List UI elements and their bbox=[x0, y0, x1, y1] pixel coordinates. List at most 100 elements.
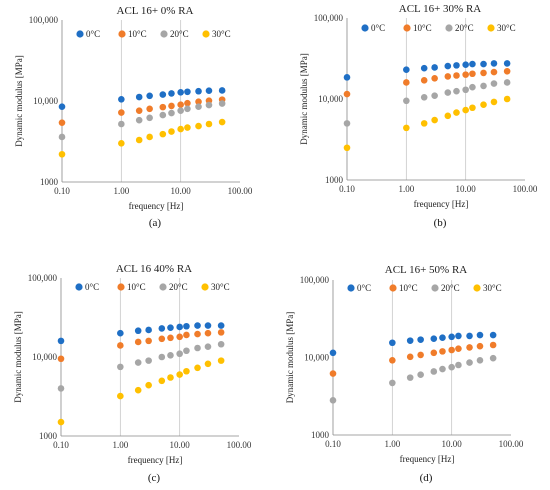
legend-label: 0°C bbox=[85, 282, 99, 292]
data-point bbox=[184, 124, 191, 131]
data-point bbox=[420, 64, 428, 72]
data-point bbox=[204, 343, 212, 351]
panel-label: (a) bbox=[149, 217, 162, 229]
legend-marker bbox=[403, 24, 411, 32]
legend-label: 20°C bbox=[455, 23, 474, 33]
legend-label: 30°C bbox=[211, 282, 230, 292]
legend-marker bbox=[389, 284, 397, 292]
legend-label: 0°C bbox=[371, 23, 385, 33]
data-point bbox=[117, 363, 124, 371]
chart-title: ACL 16 40% RA bbox=[116, 263, 192, 275]
data-point bbox=[205, 120, 213, 128]
data-point bbox=[204, 329, 212, 337]
data-point bbox=[168, 90, 175, 97]
data-point bbox=[195, 122, 202, 130]
data-point bbox=[158, 325, 166, 332]
data-point bbox=[406, 353, 414, 361]
data-point bbox=[406, 337, 414, 344]
x-tick-label: 10.00 bbox=[171, 186, 192, 196]
data-point bbox=[466, 359, 473, 366]
data-point bbox=[448, 346, 455, 354]
legend-marker bbox=[487, 24, 495, 32]
x-tick-label: 100.00 bbox=[499, 439, 524, 449]
data-point bbox=[183, 322, 190, 330]
data-point bbox=[431, 92, 438, 99]
data-point bbox=[480, 82, 487, 90]
data-point bbox=[462, 106, 469, 114]
data-point bbox=[118, 140, 125, 147]
x-tick-label: 100.00 bbox=[227, 440, 252, 450]
data-point bbox=[57, 355, 65, 363]
data-point bbox=[176, 333, 183, 341]
data-point bbox=[417, 336, 424, 343]
data-point bbox=[184, 88, 191, 96]
data-point bbox=[476, 331, 484, 339]
legend-label: 10°C bbox=[128, 29, 147, 39]
x-tick-label: 10.00 bbox=[456, 184, 477, 194]
data-point bbox=[469, 104, 476, 112]
y-tick-label: 10,000 bbox=[32, 352, 57, 362]
data-point bbox=[158, 353, 166, 361]
data-point bbox=[420, 77, 428, 84]
data-point bbox=[217, 357, 225, 364]
data-point bbox=[57, 337, 65, 345]
data-point bbox=[420, 120, 428, 127]
x-tick-label: 0.10 bbox=[53, 440, 69, 450]
legend-marker bbox=[118, 30, 126, 38]
data-point bbox=[146, 105, 153, 113]
data-point bbox=[177, 107, 184, 114]
data-point bbox=[194, 364, 201, 372]
y-axis-label: Dynamic modulus [MPa] bbox=[299, 53, 309, 145]
data-point bbox=[490, 80, 498, 87]
data-point bbox=[343, 74, 351, 81]
data-point bbox=[146, 92, 153, 100]
x-tick-label: 0.10 bbox=[325, 439, 341, 449]
data-point bbox=[195, 98, 202, 106]
data-point bbox=[158, 335, 166, 343]
data-point bbox=[462, 71, 469, 78]
data-point bbox=[444, 112, 452, 120]
y-tick-label: 100,000 bbox=[28, 273, 58, 283]
data-point bbox=[134, 327, 142, 335]
data-point bbox=[217, 322, 225, 329]
data-point bbox=[117, 329, 124, 337]
data-point bbox=[134, 338, 142, 346]
legend-label: 30°C bbox=[497, 23, 516, 33]
legend-marker bbox=[445, 24, 453, 32]
data-point bbox=[145, 326, 152, 334]
data-point bbox=[167, 374, 174, 381]
data-point bbox=[117, 392, 124, 400]
legend-label: 0°C bbox=[357, 283, 371, 293]
data-point bbox=[58, 150, 66, 158]
legend-marker bbox=[76, 30, 84, 38]
data-point bbox=[135, 116, 143, 124]
data-point bbox=[439, 365, 446, 373]
data-point bbox=[455, 345, 462, 352]
data-point bbox=[217, 340, 225, 348]
data-point bbox=[389, 339, 396, 347]
data-point bbox=[329, 397, 337, 404]
data-point bbox=[431, 64, 438, 71]
data-point bbox=[448, 333, 455, 341]
data-point bbox=[159, 103, 167, 111]
data-point bbox=[205, 87, 213, 95]
data-point bbox=[134, 386, 142, 394]
data-point bbox=[118, 109, 125, 116]
y-tick-label: 100,000 bbox=[29, 15, 59, 25]
data-point bbox=[195, 87, 202, 95]
data-point bbox=[453, 72, 460, 79]
data-point bbox=[503, 95, 511, 103]
legend-marker bbox=[431, 284, 439, 292]
data-point bbox=[177, 101, 184, 109]
legend-label: 20°C bbox=[170, 29, 189, 39]
data-point bbox=[489, 341, 497, 349]
data-point bbox=[159, 91, 167, 98]
y-tick-label: 1000 bbox=[40, 177, 59, 187]
data-point bbox=[145, 337, 152, 345]
data-point bbox=[490, 68, 498, 76]
y-tick-label: 1000 bbox=[311, 430, 330, 440]
legend-label: 10°C bbox=[413, 23, 432, 33]
x-tick-label: 100.00 bbox=[228, 186, 253, 196]
data-point bbox=[194, 344, 201, 352]
